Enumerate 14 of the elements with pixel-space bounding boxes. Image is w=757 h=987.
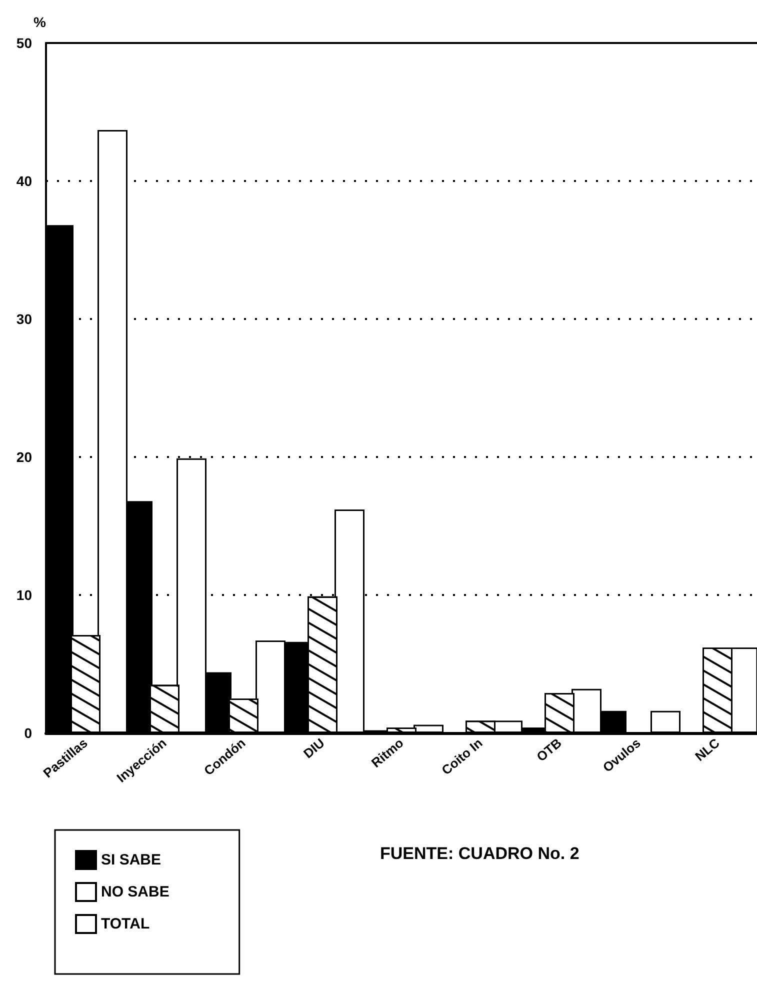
y-tick-label: 50	[16, 35, 32, 51]
source-note: FUENTE: CUADRO No. 2	[380, 844, 580, 863]
x-tick-label: NLC	[692, 734, 723, 764]
legend-label: NO SABE	[101, 884, 170, 900]
legend-label: SI SABE	[101, 852, 162, 868]
legend-label: TOTAL	[101, 916, 150, 932]
x-tick-label: OTB	[534, 735, 564, 764]
y-tick-label: 30	[16, 311, 32, 327]
y-tick-label: 20	[16, 449, 32, 465]
y-tick-label: 10	[16, 587, 32, 603]
y-tick-label: 40	[16, 173, 32, 189]
x-tick-label: DIU	[300, 735, 328, 762]
y-axis-title: %	[34, 14, 47, 30]
y-tick-label: 0	[24, 725, 32, 741]
